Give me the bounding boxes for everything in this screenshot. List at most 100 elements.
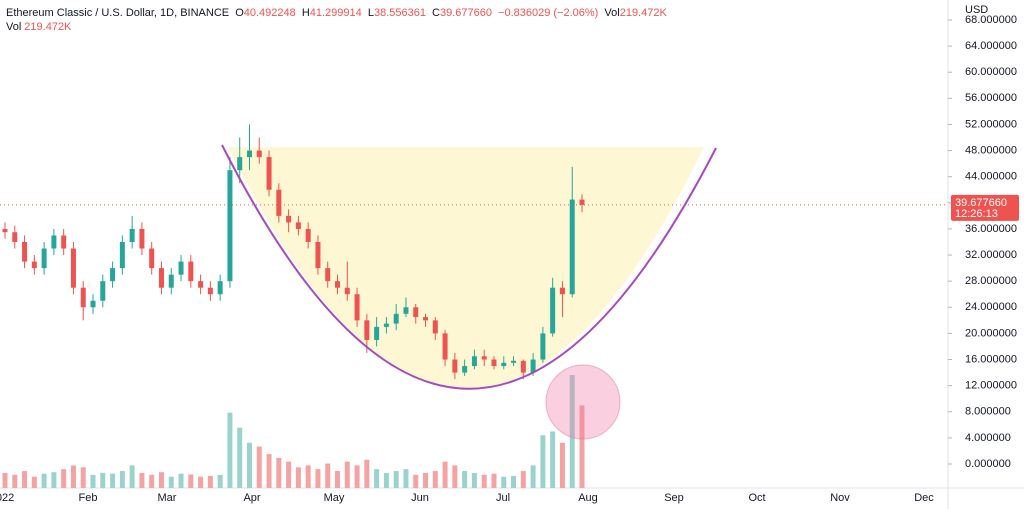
- volume-bar: [61, 469, 67, 488]
- o-key: O: [235, 7, 244, 19]
- last-price-box: [951, 194, 1019, 221]
- candle-body: [227, 170, 233, 282]
- volume-bar: [149, 474, 155, 488]
- candle-body: [432, 320, 438, 334]
- volume-bar: [100, 472, 106, 488]
- y-tick-label: 56.000000: [965, 92, 1017, 104]
- volume-bar: [559, 442, 565, 488]
- candle-body: [237, 157, 243, 171]
- y-tick-label: 28.000000: [965, 275, 1017, 287]
- candle-body: [139, 228, 145, 249]
- volume-bar: [432, 471, 438, 488]
- h-key: H: [301, 7, 310, 19]
- volume-bar: [246, 442, 252, 488]
- volume-bar: [364, 459, 370, 488]
- volume-bar: [550, 431, 556, 488]
- y-tick-label: 4.000000: [965, 432, 1011, 444]
- countdown: 12:26:13: [955, 208, 998, 220]
- x-tick-label: Nov: [830, 492, 850, 504]
- volume-bar: [70, 465, 76, 488]
- candle-body: [198, 281, 204, 288]
- volume-bar: [471, 472, 477, 488]
- candle-body: [100, 281, 106, 301]
- volume-bar: [276, 457, 282, 488]
- l-key: L: [367, 7, 374, 19]
- candle-body: [286, 215, 292, 223]
- header-line: Ethereum Classic / U.S. Dollar, 1D, BINA…: [6, 7, 670, 19]
- volume-bar: [110, 473, 116, 488]
- candle-body: [559, 287, 565, 295]
- volume-bar: [168, 476, 174, 488]
- candle-body: [90, 300, 96, 308]
- vol-val: 219.472K: [619, 7, 667, 19]
- volume-bar: [383, 472, 389, 488]
- volume-bar: [217, 474, 223, 488]
- volume-bar: [374, 469, 380, 488]
- candle-body: [129, 228, 135, 242]
- volume-bar: [403, 469, 409, 488]
- candle-body: [61, 235, 67, 249]
- candle-body: [491, 359, 497, 367]
- candle-body: [295, 222, 301, 229]
- candle-body: [80, 287, 86, 308]
- volume-bar: [511, 475, 517, 488]
- candle-body: [110, 268, 116, 282]
- volume-bar: [325, 463, 331, 488]
- y-tick-label: 12.000000: [965, 380, 1017, 392]
- candle-body: [579, 199, 585, 205]
- volume-bar: [80, 467, 86, 488]
- x-tick-label: Apr: [243, 492, 260, 504]
- candle-body: [256, 150, 262, 158]
- volume-bar: [266, 454, 272, 488]
- volume-bar: [413, 474, 419, 488]
- volume-bar: [579, 405, 585, 488]
- price-axis: 0.000000 4.000000 8.000000 12.000000 16.0000…: [948, 14, 1017, 470]
- x-tick-label: 022: [0, 492, 14, 504]
- candle-body: [374, 326, 380, 340]
- candle-body: [423, 317, 429, 321]
- candle-body: [569, 199, 575, 295]
- candle-body: [41, 248, 47, 269]
- y-tick-label: 52.000000: [965, 118, 1017, 130]
- candle-body: [511, 360, 517, 363]
- volume-bar: [491, 473, 497, 488]
- volume-bar: [158, 472, 164, 488]
- x-tick-label: Jun: [411, 492, 429, 504]
- cup-curve: [221, 144, 717, 390]
- volume-bar: [22, 471, 28, 488]
- volume-bar: [227, 412, 233, 488]
- candle-body: [550, 287, 556, 334]
- volume-bar: [188, 474, 194, 488]
- candle-body: [217, 281, 223, 295]
- y-tick-label: 32.000000: [965, 249, 1017, 261]
- candle-body: [207, 287, 213, 295]
- x-tick-label: Oct: [748, 492, 765, 504]
- volume-bar: [335, 471, 341, 488]
- candle-body: [315, 241, 321, 269]
- cup-area: [228, 147, 704, 389]
- change: −0.836029 (−2.06%): [498, 7, 599, 19]
- x-tick-label: May: [324, 492, 345, 504]
- volume-bar: [481, 474, 487, 488]
- candle-body: [540, 333, 546, 360]
- candle-body: [158, 268, 164, 288]
- l-val: 38.556361: [373, 7, 426, 19]
- volume-bar: [237, 427, 243, 488]
- candle-body: [149, 248, 155, 269]
- volume-line: Vol 219.472K: [6, 21, 74, 33]
- c-val: 39.677660: [439, 7, 492, 19]
- volume-bar: [256, 446, 262, 488]
- candle-body: [22, 241, 28, 262]
- candle-body: [413, 307, 419, 318]
- x-tick-label: Sep: [664, 492, 684, 504]
- volume-bar: [344, 461, 350, 488]
- candle-body: [471, 356, 477, 367]
- candle-body: [51, 235, 57, 249]
- volume-bar: [462, 471, 468, 488]
- vol-key: Vol: [6, 21, 22, 33]
- volume-bar: [569, 375, 575, 488]
- vol-key: Vol: [604, 7, 620, 19]
- candle-body: [2, 228, 8, 233]
